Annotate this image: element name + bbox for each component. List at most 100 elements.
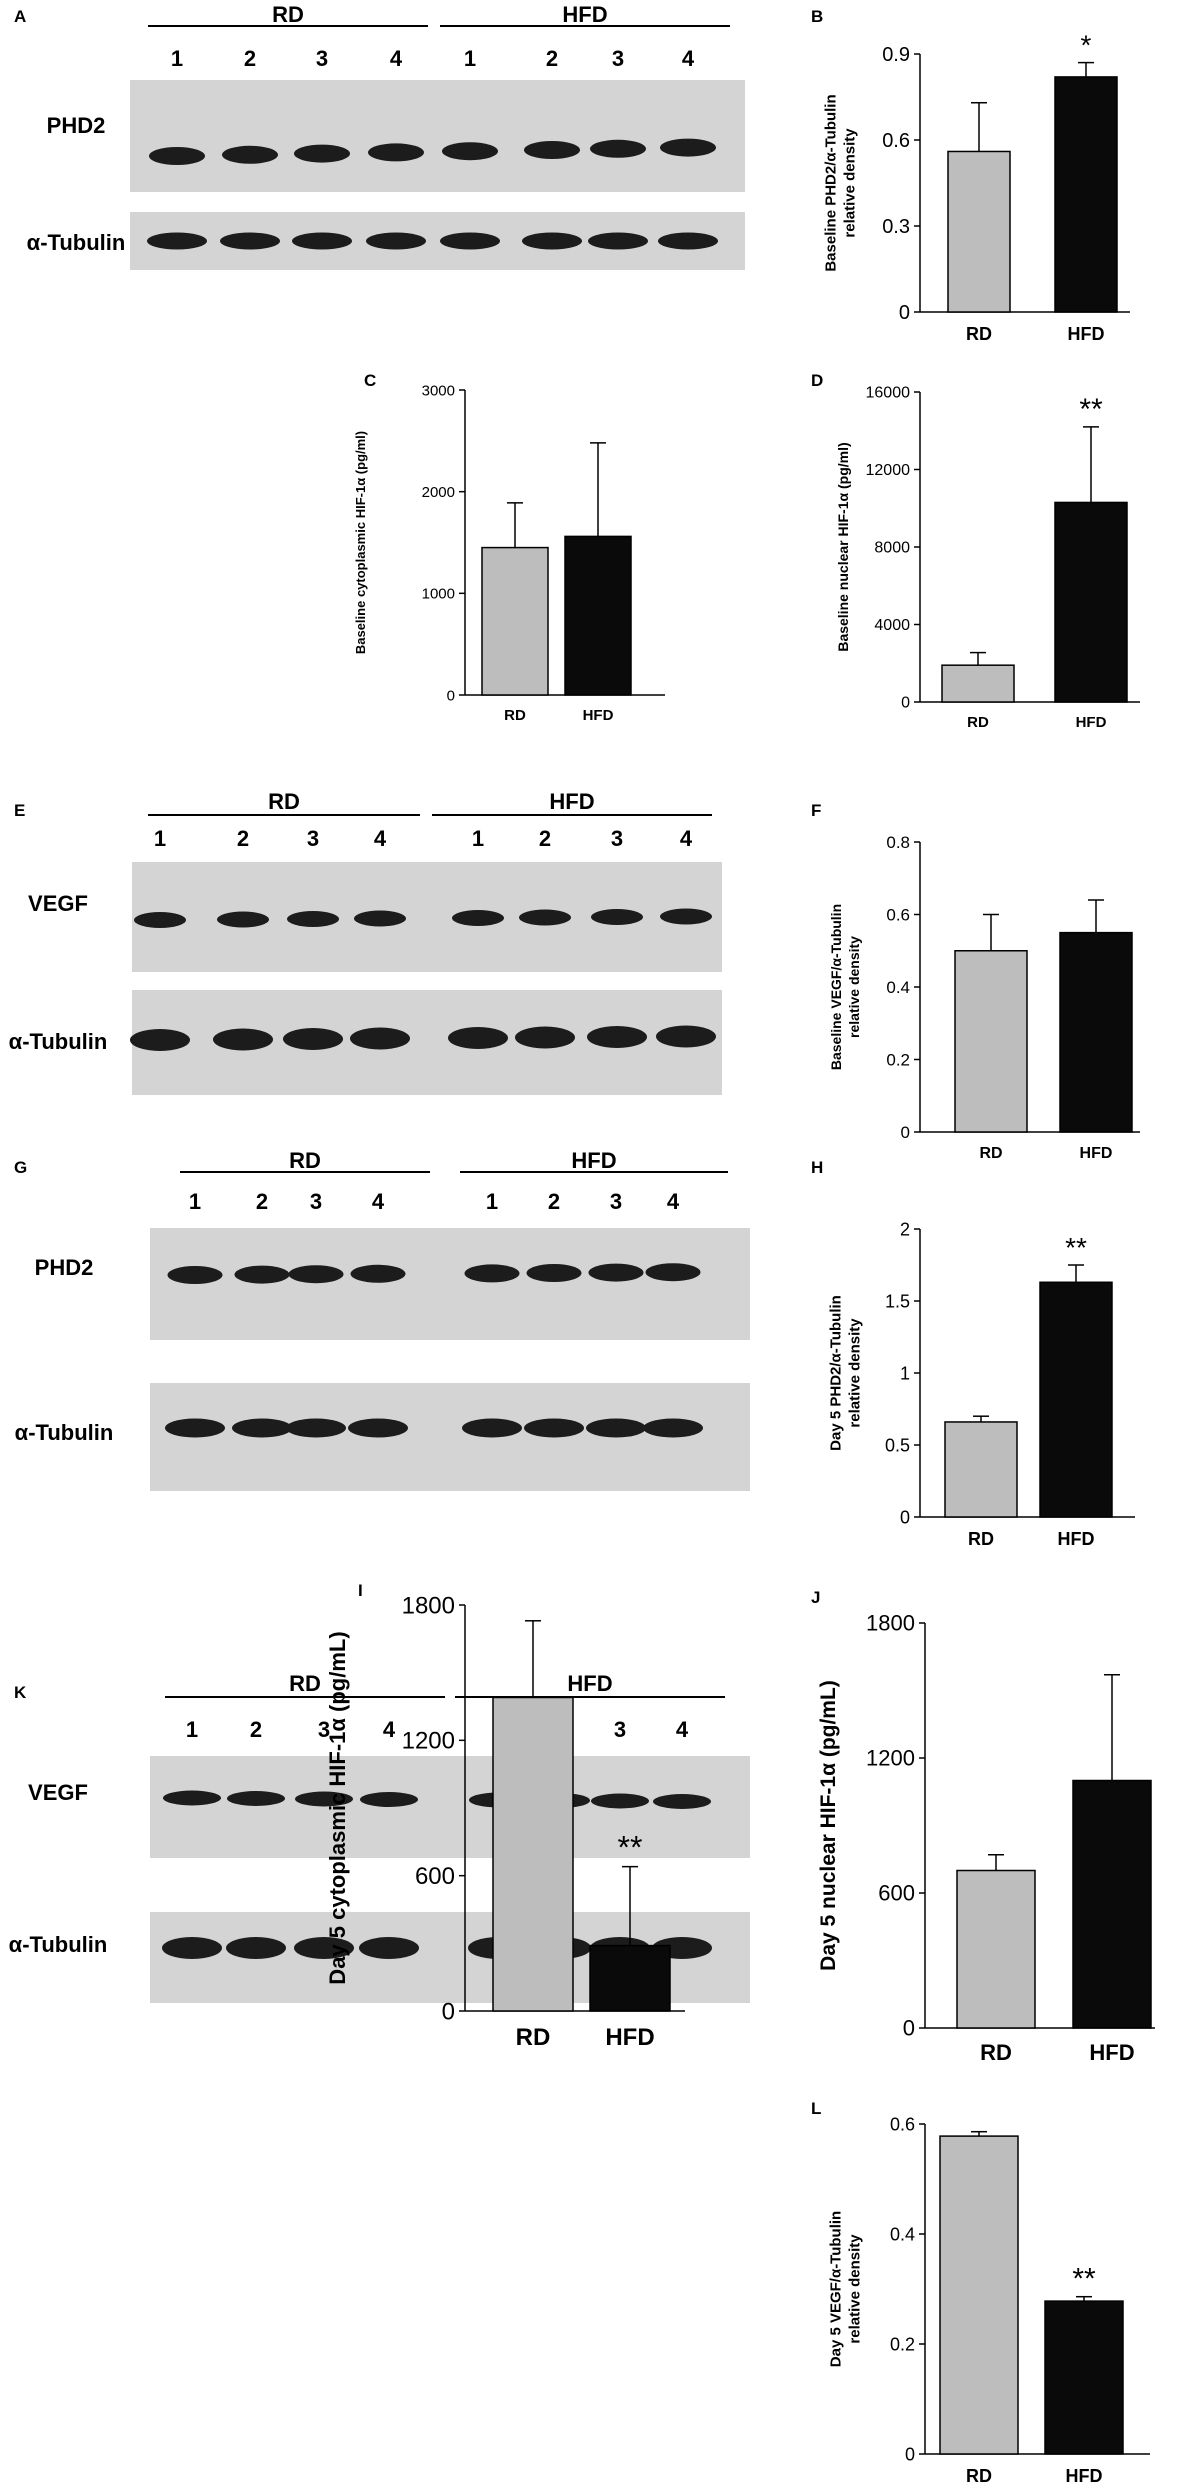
chart-panel-b: B 0 0.3 0.6 0.9 RD * HFD Baseline PHD2/α-Tubulin… [811,7,1130,344]
y-axis-label: Baseline PHD2/α-Tubulin relative density [823,94,859,271]
lane-number: 1 [189,1189,201,1214]
protein-band [586,1418,646,1438]
lane-number: 4 [374,826,387,851]
lane-number: 1 [171,46,183,71]
bar-rd [939,2135,1019,2455]
western-blot-panel-a: A RD HFD 1 2 3 4 1 2 3 4 PHD2 α-Tubulin [14,2,745,270]
protein-band [147,232,207,250]
lane-number: 3 [310,1189,322,1214]
chart-panel-d: D 0 4000 8000 12000 16000 RD ** HFD Baseline nucl… [811,371,1140,731]
chart-panel-l: L 0 0.2 0.4 0.6 RD ** HFD Day 5 VEGF/α-Tubulin re… [811,2099,1150,2486]
protein-band [288,1265,344,1284]
significance-marker: ** [618,1830,643,1866]
y-tick-label: 12000 [866,462,911,479]
lane-number: 3 [614,1717,626,1742]
y-tick-label: 0.6 [886,905,910,924]
lane-number: 1 [186,1717,198,1742]
y-axis-label: Baseline nuclear HIF-1α (pg/ml) [835,442,851,651]
group-label-hfd: HFD [571,1148,616,1173]
category-label: RD [504,707,526,724]
group-label-hfd: HFD [549,789,594,814]
protein-band [588,1263,644,1282]
y-tick-label: 0.6 [882,130,910,152]
category-label: HFD [1066,2466,1103,2486]
y-tick-label: 16000 [866,385,911,402]
y-tick-label: 4000 [874,617,910,634]
bar-hfd [1054,501,1128,703]
y-tick-label: 1800 [402,1592,455,1619]
protein-band [292,232,352,250]
panel-letter: F [811,801,821,820]
protein-band [591,909,643,925]
protein-band [217,911,269,928]
protein-band [134,912,186,928]
protein-band [658,232,718,250]
protein-band [222,145,278,164]
panel-letter: A [14,7,26,26]
category-label: HFD [1076,714,1107,731]
y-tick-label: 0.2 [886,1050,910,1069]
protein-band [213,1028,273,1051]
lane-number: 3 [611,826,623,851]
y-axis-label-line: Day 5 VEGF/α-Tubulin [828,2211,845,2367]
y-tick-label: 0.5 [885,1435,910,1455]
y-tick-label: 8000 [874,540,910,557]
protein-band [162,1937,222,1959]
lane-number: 3 [610,1189,622,1214]
blot-row-label: α-Tubulin [9,1029,108,1054]
protein-band [167,1266,223,1284]
category-label: RD [979,1145,1002,1162]
blot-row-label: PHD2 [35,1255,94,1280]
bar-rd [481,546,549,696]
bar-hfd [1039,1281,1113,1518]
bar-rd [492,1696,574,2012]
y-tick-label: 0 [901,695,910,712]
chart-panel-c: C 0 1000 2000 3000 RD HFD Baseline cytoplasmic … [353,371,665,724]
y-tick-label: 2000 [422,484,455,501]
protein-band [226,1937,286,1959]
bar-hfd [1044,2300,1124,2455]
y-tick-label: 0.2 [890,2334,915,2354]
lane-number: 3 [612,46,624,71]
y-tick-label: 0 [901,1123,910,1142]
y-tick-label: 0.8 [886,833,910,852]
protein-band [294,1937,354,1959]
lane-number: 2 [250,1717,262,1742]
bar-rd [954,950,1028,1133]
y-tick-label: 0 [900,1507,910,1527]
y-axis-label-line: Baseline PHD2/α-Tubulin [823,94,840,271]
blot-row-label: PHD2 [47,113,106,138]
bar-rd [944,1421,1018,1518]
lane-number: 4 [390,46,403,71]
protein-band [464,1264,520,1283]
y-axis-label: Day 5 VEGF/α-Tubulin relative density [828,2211,864,2367]
lane-number: 4 [667,1189,680,1214]
panel-letter: D [811,371,823,390]
panel-letter: E [14,801,25,820]
protein-band [587,1026,647,1048]
protein-band [165,1418,225,1438]
blot-membrane [150,1383,750,1491]
lane-number: 3 [307,826,319,851]
category-label: RD [968,1529,994,1549]
y-tick-label: 1000 [422,586,455,603]
lane-number: 2 [237,826,249,851]
protein-band [287,911,339,927]
significance-marker: ** [1079,393,1103,426]
protein-band [227,1791,285,1806]
protein-band [448,1027,508,1049]
blot-row-label: α-Tubulin [27,230,126,255]
western-blot-panel-g: G RD HFD 1 2 3 4 1 2 3 4 PHD2 α-Tubulin [14,1148,750,1491]
y-axis-label: Day 5 cytoplasmic HIF-1α (pg/mL) [325,1631,350,1984]
y-axis-label-line: relative density [842,128,859,238]
protein-band [149,147,205,165]
group-label-rd: RD [289,1671,321,1696]
protein-band [359,1937,419,1959]
protein-band [452,910,504,926]
bar-rd [941,664,1015,703]
y-axis-label: Baseline VEGF/α-Tubulin relative density [828,904,862,1070]
y-tick-label: 0 [442,1998,455,2025]
protein-band [588,232,648,250]
y-axis-label-line: Day 5 PHD2/α-Tubulin [828,1295,845,1451]
protein-band [660,908,712,925]
